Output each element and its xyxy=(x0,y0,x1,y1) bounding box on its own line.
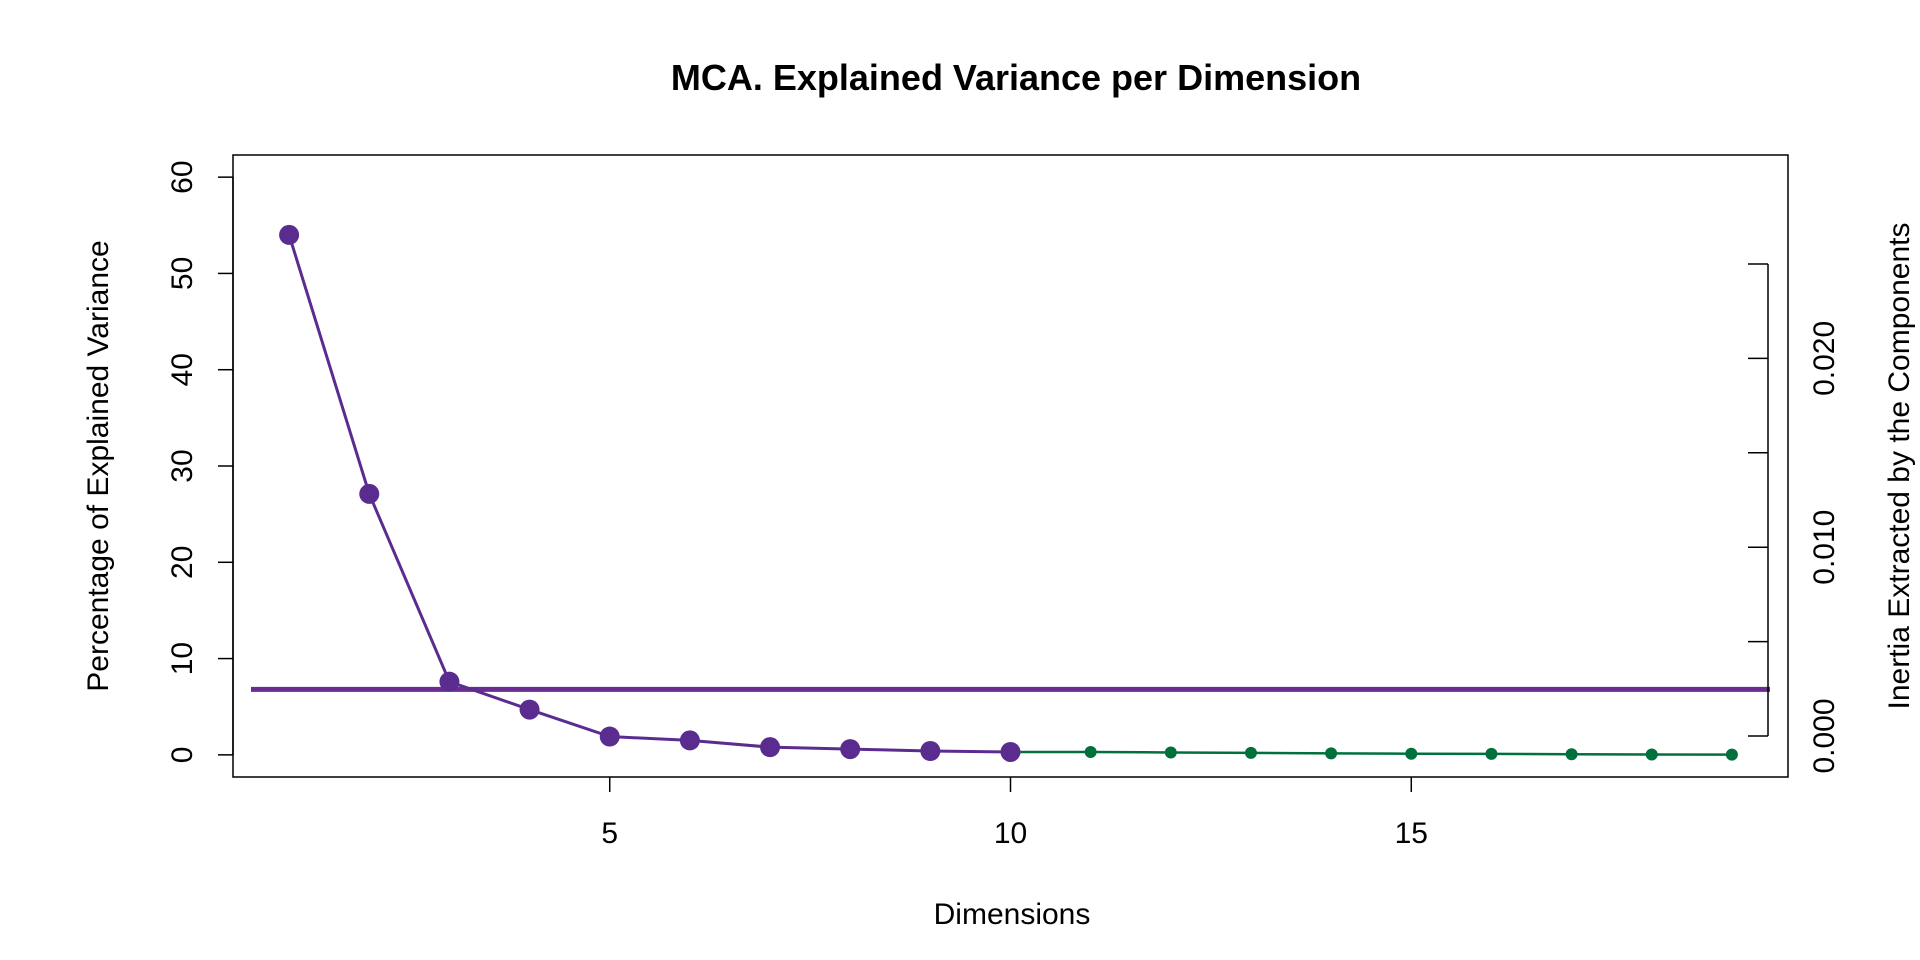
y2-tick-label: 0.020 xyxy=(1808,321,1841,396)
y-tick-label: 20 xyxy=(166,546,199,579)
data-point-retained xyxy=(920,741,941,762)
data-point-other xyxy=(1725,748,1738,761)
data-point-other xyxy=(1244,746,1257,759)
y-tick-label: 40 xyxy=(166,353,199,386)
plot-frame xyxy=(232,154,1789,778)
data-point-retained xyxy=(840,739,861,760)
data-point-other xyxy=(1164,746,1177,759)
data-point-retained xyxy=(359,483,380,504)
data-point-other xyxy=(1084,745,1097,758)
y-tick-label: 0 xyxy=(166,747,199,764)
data-point-retained xyxy=(1000,741,1021,762)
data-point-retained xyxy=(519,699,540,720)
chart-title: MCA. Explained Variance per Dimension xyxy=(671,57,1361,98)
data-point-other xyxy=(1325,747,1338,760)
data-point-other xyxy=(1405,747,1418,760)
y2-tick-label: 0.010 xyxy=(1808,510,1841,585)
y-tick-label: 50 xyxy=(166,257,199,290)
y2-axis-title: Inertia Extracted by the Components xyxy=(1883,223,1916,710)
y-axis-title: Percentage of Explained Variance xyxy=(82,240,115,691)
x-axis-title: Dimensions xyxy=(934,898,1091,931)
data-point-retained xyxy=(279,224,300,245)
y2-tick-label: 0.000 xyxy=(1808,698,1841,773)
data-point-retained xyxy=(679,730,700,751)
x-tick-label: 5 xyxy=(601,817,618,850)
data-point-retained xyxy=(599,726,620,747)
data-point-retained xyxy=(760,737,781,758)
x-tick-label: 15 xyxy=(1395,817,1428,850)
x-tick-label: 10 xyxy=(994,817,1027,850)
series-line-retained xyxy=(287,234,1011,754)
y-tick-label: 30 xyxy=(166,449,199,482)
data-point-other xyxy=(1565,748,1578,761)
y-tick-label: 60 xyxy=(166,160,199,193)
data-point-retained xyxy=(439,671,460,692)
y-tick-label: 10 xyxy=(166,642,199,675)
data-point-other xyxy=(1485,747,1498,760)
series-line-other xyxy=(1010,750,1732,756)
data-point-other xyxy=(1645,748,1658,761)
